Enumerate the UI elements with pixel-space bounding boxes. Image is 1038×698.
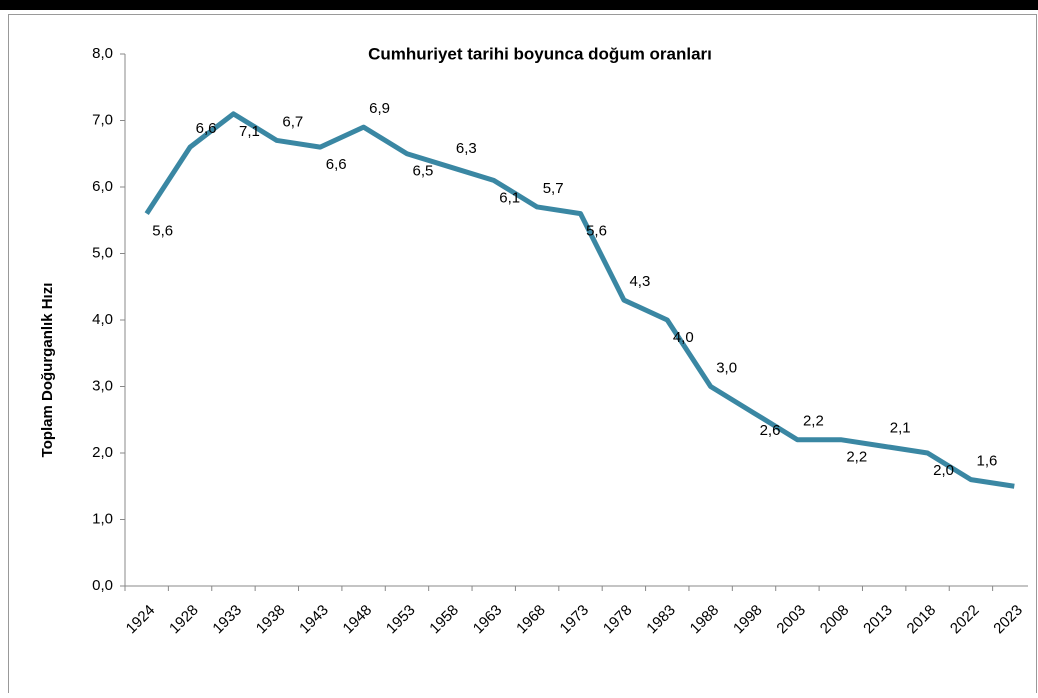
x-tick-label: 1988 <box>687 602 723 638</box>
y-tick-label: 1,0 <box>92 510 113 527</box>
data-label: 5,6 <box>586 223 607 240</box>
data-label: 6,9 <box>369 100 390 117</box>
data-label: 5,6 <box>152 223 173 240</box>
x-tick-label: 1953 <box>383 602 419 638</box>
x-tick-label: 1958 <box>426 602 462 638</box>
data-label: 6,5 <box>413 163 434 180</box>
y-tick-label: 0,0 <box>92 577 113 594</box>
data-label: 7,1 <box>239 123 260 140</box>
x-tick-label: 1933 <box>209 602 245 638</box>
data-label: 6,1 <box>499 189 520 206</box>
data-label: 6,6 <box>326 156 347 173</box>
data-label: 3,0 <box>716 359 737 376</box>
data-label: 2,1 <box>890 419 911 436</box>
x-tick-label: 1983 <box>643 602 679 638</box>
x-tick-label: 1943 <box>296 602 332 638</box>
y-tick-label: 4,0 <box>92 311 113 328</box>
y-tick-label: 6,0 <box>92 178 113 195</box>
data-label: 2,0 <box>933 462 954 479</box>
top-bar <box>0 0 1038 10</box>
x-tick-label: 1963 <box>470 602 506 638</box>
y-tick-label: 5,0 <box>92 244 113 261</box>
y-tick-label: 2,0 <box>92 444 113 461</box>
data-label: 4,0 <box>673 329 694 346</box>
data-label: 6,6 <box>196 120 217 137</box>
data-label: 2,6 <box>760 422 781 439</box>
y-tick-label: 7,0 <box>92 111 113 128</box>
x-tick-label: 2013 <box>860 602 896 638</box>
data-label: 4,3 <box>629 273 650 290</box>
x-tick-label: 2022 <box>947 602 983 638</box>
x-tick-label: 1924 <box>123 602 159 638</box>
x-tick-label: 2008 <box>817 602 853 638</box>
data-label: 1,6 <box>976 453 997 470</box>
chart-frame <box>8 14 1037 698</box>
y-tick-label: 8,0 <box>92 45 113 62</box>
chart-title: Cumhuriyet tarihi boyunca doğum oranları <box>368 44 712 63</box>
data-label: 6,3 <box>456 140 477 157</box>
data-label: 5,7 <box>543 180 564 197</box>
x-tick-label: 1978 <box>600 602 636 638</box>
data-label: 2,2 <box>803 413 824 430</box>
x-tick-label: 1948 <box>340 602 376 638</box>
x-tick-label: 1938 <box>253 602 289 638</box>
x-tick-label: 1973 <box>557 602 593 638</box>
x-tick-label: 2023 <box>990 602 1026 638</box>
x-tick-label: 1998 <box>730 602 766 638</box>
y-tick-label: 3,0 <box>92 377 113 394</box>
data-label: 6,7 <box>282 113 303 130</box>
x-tick-label: 1928 <box>166 602 202 638</box>
y-axis-title: Toplam Doğurganlık Hızı <box>39 283 56 458</box>
line-series <box>144 111 1015 489</box>
data-label: 2,2 <box>846 449 867 466</box>
x-tick-label: 2003 <box>773 602 809 638</box>
x-tick-label: 1968 <box>513 602 549 638</box>
x-tick-label: 2018 <box>904 602 940 638</box>
